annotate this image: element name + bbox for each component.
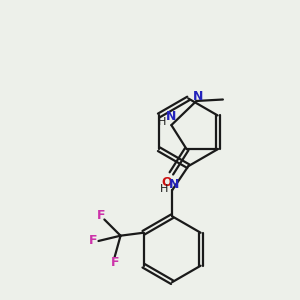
Text: O: O [162, 176, 172, 189]
Text: H: H [160, 184, 168, 194]
Text: F: F [110, 256, 119, 269]
Text: F: F [89, 235, 98, 248]
Text: N: N [192, 91, 203, 103]
Text: F: F [97, 209, 105, 223]
Text: H: H [158, 117, 166, 127]
Text: N: N [169, 178, 179, 191]
Text: N: N [166, 110, 177, 123]
